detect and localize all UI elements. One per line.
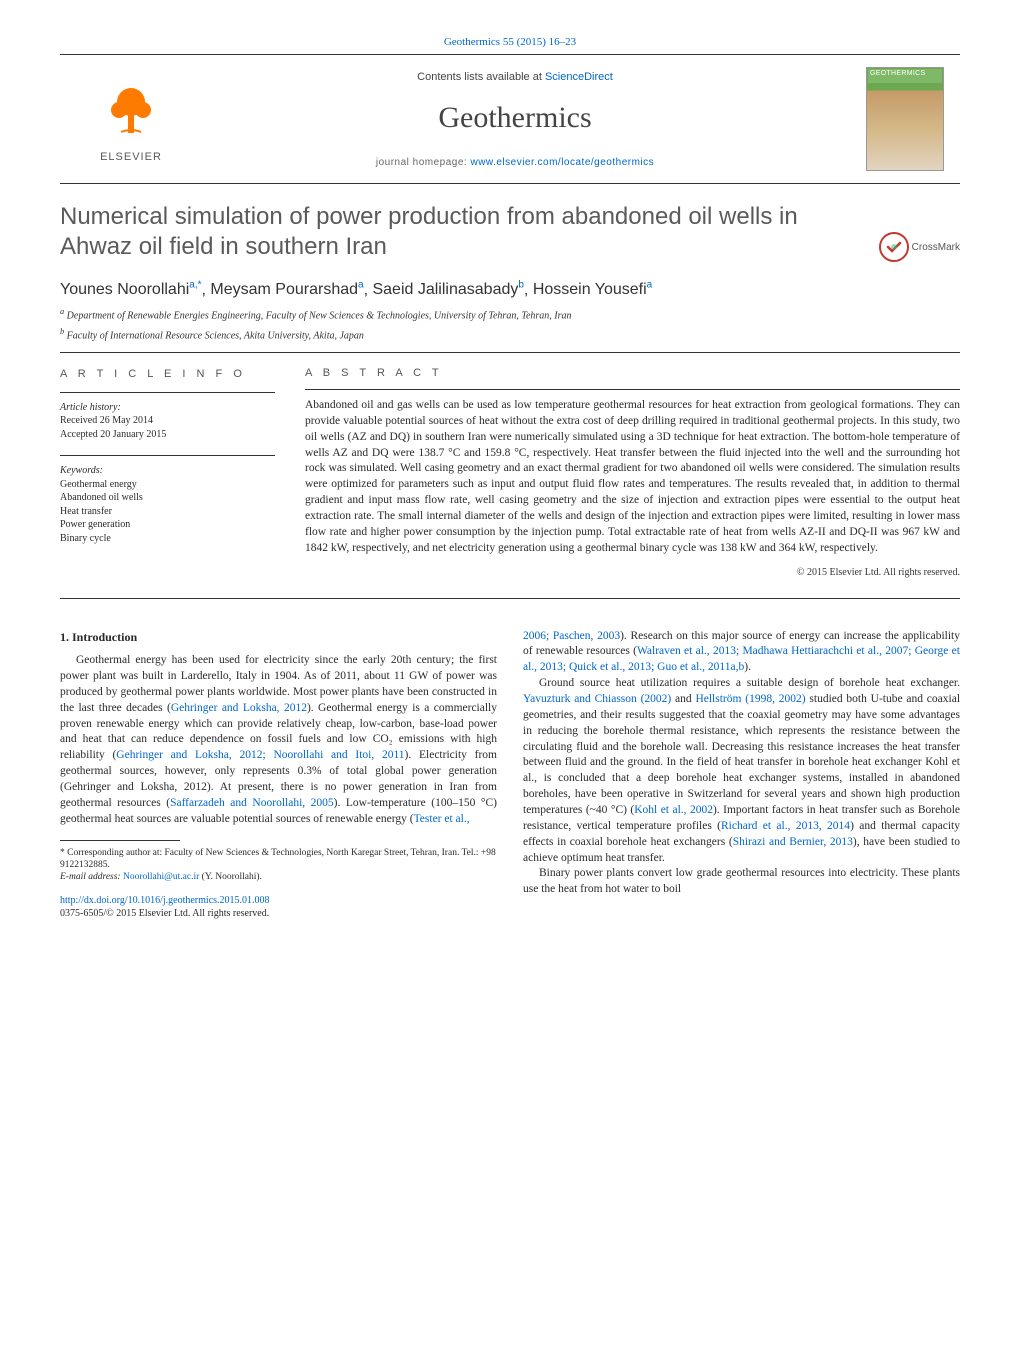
citation-link[interactable]: Hellström (1998, 2002) bbox=[695, 693, 805, 705]
abstract-col: A B S T R A C T Abandoned oil and gas we… bbox=[305, 367, 960, 578]
affil-mark[interactable]: a,* bbox=[189, 280, 201, 291]
author: Hossein Yousefia bbox=[533, 281, 652, 298]
doi-block: http://dx.doi.org/10.1016/j.geothermics.… bbox=[60, 894, 497, 920]
history-label: Article history: bbox=[60, 401, 275, 415]
affil-mark[interactable]: a bbox=[647, 280, 653, 291]
crossmark-icon bbox=[879, 232, 909, 262]
affil-mark[interactable]: b bbox=[518, 280, 524, 291]
publisher-block: ELSEVIER bbox=[76, 75, 186, 163]
body-right-column: 2006; Paschen, 2003). Research on this m… bbox=[523, 629, 960, 920]
body-paragraph: Binary power plants convert low grade ge… bbox=[523, 866, 960, 898]
body-columns: 1. Introduction Geothermal energy has be… bbox=[60, 629, 960, 920]
divider-after-abstract bbox=[60, 598, 960, 599]
keyword: Geothermal energy bbox=[60, 478, 275, 492]
article-info-header: A R T I C L E I N F O bbox=[60, 367, 275, 382]
section-heading: 1. Introduction bbox=[60, 629, 497, 646]
info-abstract-row: A R T I C L E I N F O Article history: R… bbox=[60, 367, 960, 578]
abstract-header: A B S T R A C T bbox=[305, 367, 960, 379]
doi-link[interactable]: http://dx.doi.org/10.1016/j.geothermics.… bbox=[60, 895, 270, 906]
keyword: Heat transfer bbox=[60, 505, 275, 519]
contents-prefix: Contents lists available at bbox=[417, 71, 545, 83]
citation-link[interactable]: Gehringer and Loksha, 2012; Noorollahi a… bbox=[116, 749, 404, 761]
cover-title: GEOTHERMICS bbox=[870, 70, 940, 77]
citation-link[interactable]: Walraven et al., 2013; Madhawa Hettiarac… bbox=[523, 645, 960, 673]
citation-link[interactable]: Geothermics 55 (2015) 16–23 bbox=[444, 36, 576, 48]
history-accepted: Accepted 20 January 2015 bbox=[60, 428, 275, 442]
section-number: 1. bbox=[60, 630, 69, 644]
abstract-text: Abandoned oil and gas wells can be used … bbox=[305, 398, 960, 557]
masthead: ELSEVIER Contents lists available at Sci… bbox=[60, 54, 960, 184]
body-paragraph: 2006; Paschen, 2003). Research on this m… bbox=[523, 629, 960, 677]
citation-link[interactable]: Saffarzadeh and Noorollahi, 2005 bbox=[170, 797, 334, 809]
keywords-label: Keywords: bbox=[60, 464, 275, 478]
publisher-name: ELSEVIER bbox=[100, 151, 162, 163]
corresponding-author-footnote: * Corresponding author at: Faculty of Ne… bbox=[60, 847, 497, 872]
affil-mark[interactable]: a bbox=[358, 280, 364, 291]
keyword: Power generation bbox=[60, 518, 275, 532]
keyword: Abandoned oil wells bbox=[60, 491, 275, 505]
affiliation: a Department of Renewable Energies Engin… bbox=[60, 307, 960, 322]
citation-link[interactable]: Kohl et al., 2002 bbox=[634, 804, 713, 816]
email-footnote: E-mail address: Noorollahi@ut.ac.ir (Y. … bbox=[60, 871, 497, 883]
citation-link[interactable]: Richard et al., 2013, 2014 bbox=[721, 820, 850, 832]
email-author-name: (Y. Noorollahi). bbox=[202, 872, 262, 882]
masthead-right: GEOTHERMICS bbox=[844, 67, 944, 171]
homepage-line: journal homepage: www.elsevier.com/locat… bbox=[186, 157, 844, 168]
keyword: Binary cycle bbox=[60, 532, 275, 546]
article-title: Numerical simulation of power production… bbox=[60, 202, 820, 262]
footnote-separator bbox=[60, 840, 180, 841]
citation-link[interactable]: Tester et al., bbox=[414, 813, 470, 825]
body-left-column: 1. Introduction Geothermal energy has be… bbox=[60, 629, 497, 920]
issn-line: 0375-6505/© 2015 Elsevier Ltd. All right… bbox=[60, 908, 269, 919]
history-received: Received 26 May 2014 bbox=[60, 414, 275, 428]
contents-list-line: Contents lists available at ScienceDirec… bbox=[186, 71, 844, 83]
sciencedirect-link[interactable]: ScienceDirect bbox=[545, 71, 613, 83]
email-label: E-mail address: bbox=[60, 872, 121, 882]
body-paragraph: Ground source heat utilization requires … bbox=[523, 676, 960, 866]
keywords-block: Keywords: Geothermal energyAbandoned oil… bbox=[60, 464, 275, 545]
divider bbox=[60, 352, 960, 353]
article-info-col: A R T I C L E I N F O Article history: R… bbox=[60, 367, 275, 578]
citation-header: Geothermics 55 (2015) 16–23 bbox=[60, 36, 960, 48]
body-paragraph: Geothermal energy has been used for elec… bbox=[60, 653, 497, 827]
section-title: Introduction bbox=[72, 630, 137, 644]
affiliation: b Faculty of International Resource Scie… bbox=[60, 327, 960, 342]
homepage-prefix: journal homepage: bbox=[376, 157, 471, 168]
journal-cover-thumb: GEOTHERMICS bbox=[866, 67, 944, 171]
author: Meysam Pourarshada bbox=[210, 281, 363, 298]
citation-link[interactable]: Gehringer and Loksha, 2012 bbox=[171, 702, 307, 714]
author: Younes Noorollahia,* bbox=[60, 281, 202, 298]
elsevier-tree-icon bbox=[96, 75, 166, 145]
article-history: Article history: Received 26 May 2014 Ac… bbox=[60, 401, 275, 442]
citation-link[interactable]: 2006; Paschen, 2003 bbox=[523, 630, 620, 642]
masthead-center: Contents lists available at ScienceDirec… bbox=[186, 71, 844, 168]
corresponding-email-link[interactable]: Noorollahi@ut.ac.ir bbox=[123, 872, 199, 882]
journal-name: Geothermics bbox=[186, 101, 844, 135]
journal-homepage-link[interactable]: www.elsevier.com/locate/geothermics bbox=[470, 157, 654, 168]
crossmark-badge[interactable]: CrossMark bbox=[879, 232, 960, 262]
citation-link[interactable]: Shirazi and Bernier, 2013 bbox=[733, 836, 853, 848]
abstract-copyright: © 2015 Elsevier Ltd. All rights reserved… bbox=[305, 567, 960, 578]
crossmark-label: CrossMark bbox=[912, 242, 960, 253]
citation-link[interactable]: Yavuzturk and Chiasson (2002) bbox=[523, 693, 671, 705]
author: Saeid Jalilinasabadyb bbox=[372, 281, 523, 298]
author-list: Younes Noorollahia,*, Meysam Pourarshada… bbox=[60, 280, 960, 299]
